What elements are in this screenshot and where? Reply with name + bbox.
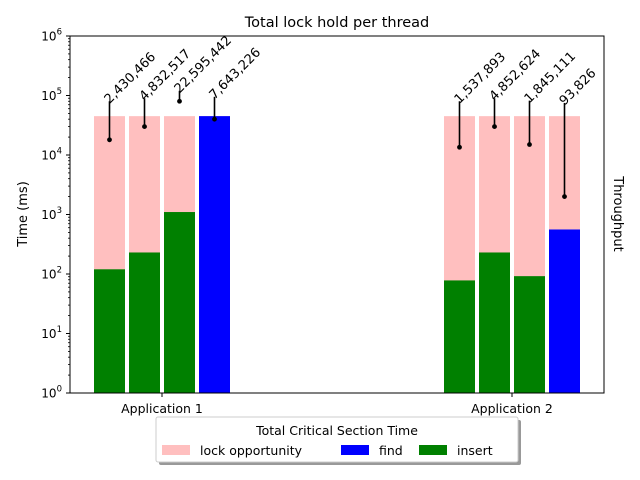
legend-entry-label: insert: [457, 443, 493, 458]
x-tick-label: Application 2: [471, 401, 553, 416]
error-bar-point: [107, 137, 112, 143]
throughput-axis-label: Throughput: [610, 175, 625, 252]
x-tick-label: Application 1: [121, 401, 203, 416]
y-tick-label: 105: [41, 87, 62, 103]
legend-swatch: [162, 445, 190, 455]
legend-swatch: [341, 445, 369, 455]
bars-layer: [94, 116, 580, 394]
error-bar-point: [177, 98, 182, 104]
error-bar-point: [457, 144, 462, 150]
error-bar-point: [142, 124, 147, 130]
plot-frame: [69, 35, 605, 394]
y-axis-ticks: 100 101 102 103 104 105 106: [41, 28, 70, 401]
y-tick-label: 101: [41, 325, 62, 341]
insert-bar: [94, 269, 125, 393]
y-axis-label: Time (ms): [16, 181, 31, 248]
error-bars-layer: [107, 90, 567, 199]
y-tick-label: 102: [41, 266, 62, 282]
error-bar-point: [562, 194, 567, 199]
x-axis-ticks: Application 1 Application 2: [121, 393, 553, 416]
y-tick-label: 104: [41, 147, 62, 163]
chart-title: Total lock hold per thread: [244, 15, 429, 31]
insert-bar: [164, 212, 195, 393]
error-bar-point: [527, 142, 532, 147]
find-bar: [199, 116, 230, 394]
insert-bar: [514, 276, 545, 393]
y-tick-label: 103: [41, 206, 62, 222]
legend-entry-label: lock opportunity: [200, 443, 303, 458]
insert-bar: [444, 280, 475, 393]
legend: Total Critical Section Time lock opportun…: [155, 416, 521, 465]
error-bar-point: [492, 124, 497, 130]
legend-swatch: [419, 445, 447, 455]
insert-bar: [479, 252, 510, 393]
legend-title: Total Critical Section Time: [255, 423, 418, 438]
y-tick-label: 100: [41, 385, 62, 401]
y-tick-label: 106: [41, 28, 62, 44]
insert-bar: [129, 252, 160, 393]
find-bar: [549, 229, 580, 393]
error-bar-point: [212, 116, 217, 122]
legend-entry-label: find: [379, 443, 403, 458]
